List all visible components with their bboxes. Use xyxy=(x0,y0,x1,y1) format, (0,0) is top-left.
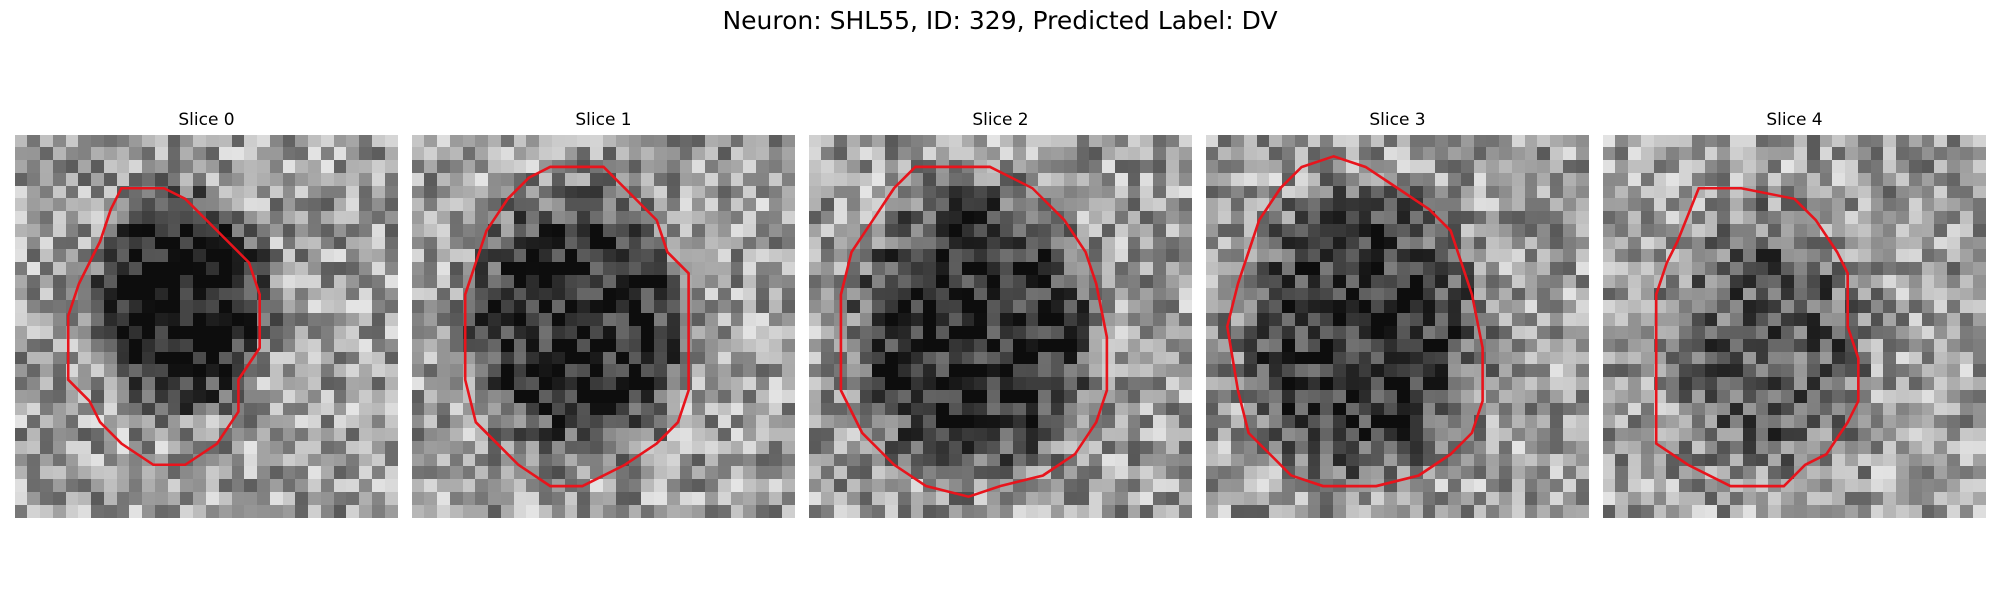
slice-title: Slice 4 xyxy=(1766,110,1823,130)
slice-image xyxy=(1603,135,1986,518)
slice-panel-4: Slice 4 xyxy=(1603,107,1986,518)
slice-title: Slice 0 xyxy=(178,110,235,130)
slice-panel-1: Slice 1 xyxy=(412,107,795,518)
slice-title: Slice 1 xyxy=(575,110,632,130)
slice-image xyxy=(809,135,1192,518)
slice-title: Slice 2 xyxy=(972,110,1029,130)
slice-panel-2: Slice 2 xyxy=(809,107,1192,518)
figure-title: Neuron: SHL55, ID: 329, Predicted Label:… xyxy=(722,6,1278,35)
slice-title: Slice 3 xyxy=(1369,110,1426,130)
slice-image xyxy=(1206,135,1589,518)
slice-panel-3: Slice 3 xyxy=(1206,107,1589,518)
slice-image xyxy=(412,135,795,518)
slice-image xyxy=(15,135,398,518)
slice-panel-0: Slice 0 xyxy=(15,107,398,518)
